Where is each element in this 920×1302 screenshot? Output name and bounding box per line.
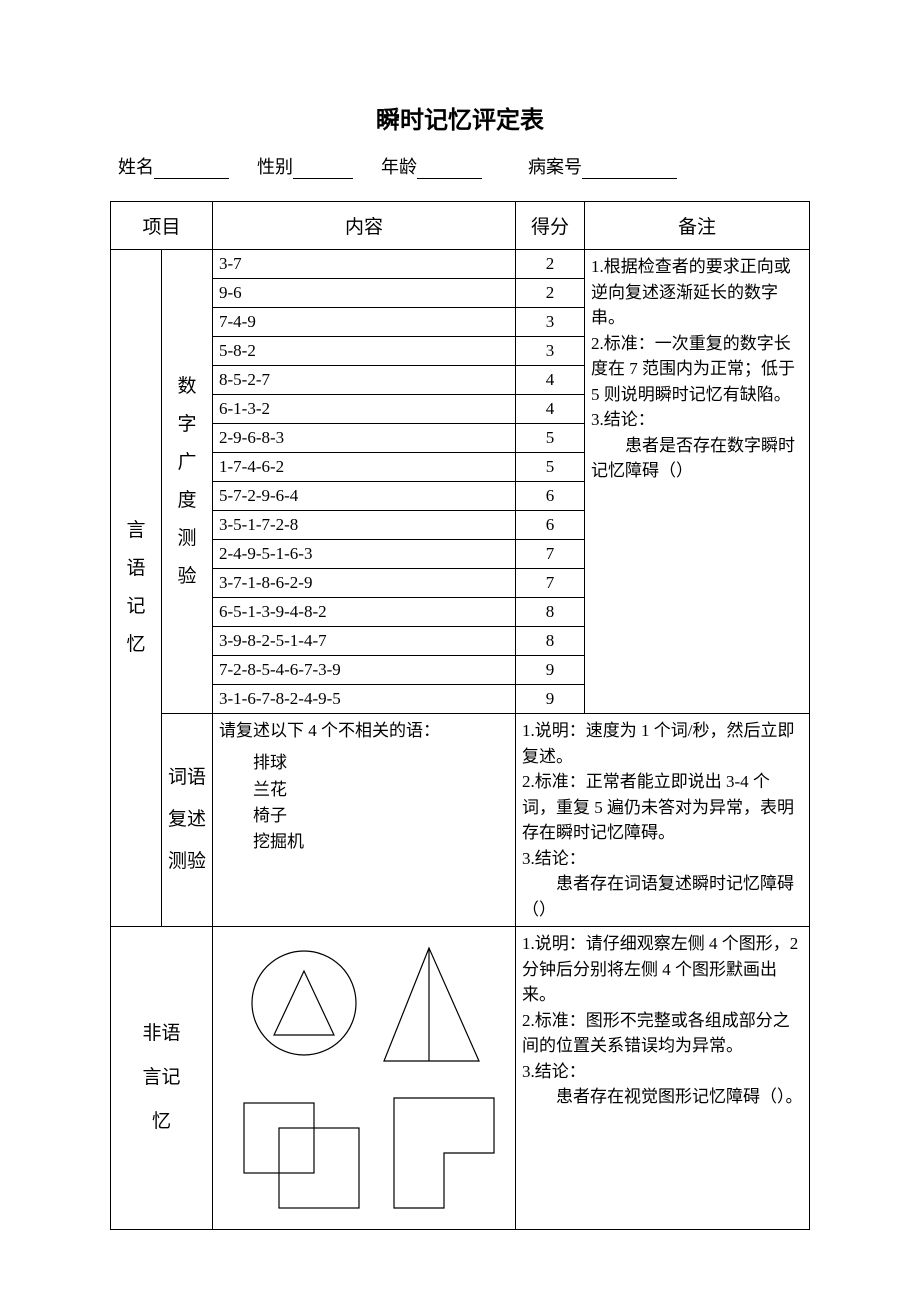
- nonverbal-row: 非语言记忆 1.说明：请仔细观察左侧 4 个图形，2 分钟后分别将左侧 4 个图…: [111, 927, 810, 1230]
- digit-sequence: 3-7-1-8-6-2-9: [213, 569, 516, 598]
- assessment-form-page: 瞬时记忆评定表 姓名 性别 年龄 病案号 项目 内容 得分 备注 言语记忆: [0, 0, 920, 1302]
- header-content: 内容: [213, 202, 516, 250]
- memory-shapes-figure: [219, 933, 509, 1223]
- age-label: 年龄: [381, 153, 417, 179]
- digit-score: 3: [516, 337, 585, 366]
- word-recall-row: 词语复述测验 请复述以下 4 个不相关的语： 排球 兰花 椅子 挖掘机 1.说明…: [111, 714, 810, 927]
- digit-sequence: 1-7-4-6-2: [213, 453, 516, 482]
- digit-score: 4: [516, 395, 585, 424]
- gender-field: 性别: [257, 153, 353, 179]
- name-label: 姓名: [118, 153, 154, 179]
- digit-sequence: 6-1-3-2: [213, 395, 516, 424]
- digit-sequence: 9-6: [213, 279, 516, 308]
- name-field: 姓名: [118, 153, 229, 179]
- digit-sequence: 6-5-1-3-9-4-8-2: [213, 598, 516, 627]
- digit-score: 6: [516, 511, 585, 540]
- wordrecall-content: 请复述以下 4 个不相关的语： 排球 兰花 椅子 挖掘机: [213, 714, 516, 927]
- patient-info-row: 姓名 性别 年龄 病案号: [110, 153, 810, 179]
- digit-score: 9: [516, 685, 585, 714]
- digit-sequence: 2-4-9-5-1-6-3: [213, 540, 516, 569]
- digitspan-label: 数字广度测验: [162, 250, 213, 714]
- name-blank[interactable]: [154, 160, 229, 179]
- digit-score: 2: [516, 279, 585, 308]
- digit-sequence: 2-9-6-8-3: [213, 424, 516, 453]
- gender-label: 性别: [257, 153, 293, 179]
- wordrecall-label: 词语复述测验: [162, 714, 213, 927]
- digit-sequence: 7-4-9: [213, 308, 516, 337]
- digit-sequence: 3-1-6-7-8-2-4-9-5: [213, 685, 516, 714]
- digit-score: 9: [516, 656, 585, 685]
- header-notes: 备注: [585, 202, 810, 250]
- digit-sequence: 5-7-2-9-6-4: [213, 482, 516, 511]
- digit-score: 8: [516, 627, 585, 656]
- verbal-memory-label: 言语记忆: [111, 250, 162, 927]
- header-row: 项目 内容 得分 备注: [111, 202, 810, 250]
- gender-blank[interactable]: [293, 160, 353, 179]
- nonverbal-label: 非语言记忆: [111, 927, 213, 1230]
- recall-word: 挖掘机: [253, 829, 509, 855]
- digit-sequence: 8-5-2-7: [213, 366, 516, 395]
- recall-word: 椅子: [253, 803, 509, 829]
- digit-sequence: 3-5-1-7-2-8: [213, 511, 516, 540]
- case-label: 病案号: [528, 153, 582, 179]
- case-blank[interactable]: [582, 160, 677, 179]
- digit-score: 5: [516, 453, 585, 482]
- digit-score: 6: [516, 482, 585, 511]
- digitspan-notes: 1.根据检查者的要求正向或逆向复述逐渐延长的数字串。 2.标准：一次重复的数字长…: [585, 250, 810, 714]
- age-field: 年龄: [381, 153, 482, 179]
- digit-score: 7: [516, 540, 585, 569]
- digit-score: 5: [516, 424, 585, 453]
- case-field: 病案号: [528, 153, 677, 179]
- page-title: 瞬时记忆评定表: [110, 100, 810, 135]
- digit-score: 7: [516, 569, 585, 598]
- digit-sequence: 5-8-2: [213, 337, 516, 366]
- digit-score: 8: [516, 598, 585, 627]
- header-item: 项目: [111, 202, 213, 250]
- digit-score: 3: [516, 308, 585, 337]
- recall-word: 兰花: [253, 777, 509, 803]
- recall-word: 排球: [253, 750, 509, 776]
- shapes-cell: [213, 927, 516, 1230]
- digit-score: 2: [516, 250, 585, 279]
- digit-sequence: 3-9-8-2-5-1-4-7: [213, 627, 516, 656]
- digit-sequence: 7-2-8-5-4-6-7-3-9: [213, 656, 516, 685]
- wordrecall-notes: 1.说明：速度为 1 个词/秒，然后立即复述。 2.标准：正常者能立即说出 3-…: [516, 714, 810, 927]
- digit-sequence: 3-7: [213, 250, 516, 279]
- nonverbal-notes: 1.说明：请仔细观察左侧 4 个图形，2 分钟后分别将左侧 4 个图形默画出来。…: [516, 927, 810, 1230]
- header-score: 得分: [516, 202, 585, 250]
- digit-score: 4: [516, 366, 585, 395]
- age-blank[interactable]: [417, 160, 482, 179]
- assessment-table: 项目 内容 得分 备注 言语记忆 数字广度测验 3-7 2 1.根据检查者的要求…: [110, 201, 810, 1230]
- table-row: 言语记忆 数字广度测验 3-7 2 1.根据检查者的要求正向或逆向复述逐渐延长的…: [111, 250, 810, 279]
